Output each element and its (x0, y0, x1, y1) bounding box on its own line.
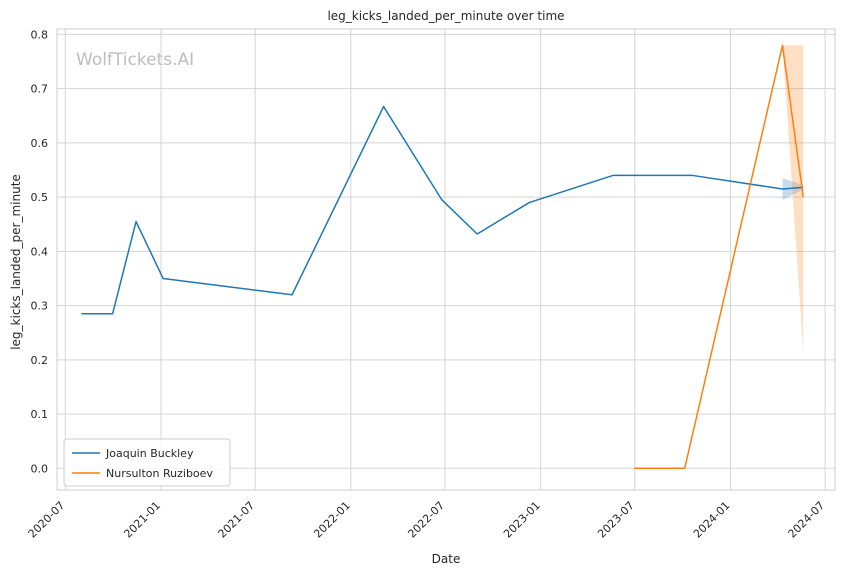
x-tick-label: 2023-01 (501, 499, 543, 541)
y-tick-label: 0.0 (31, 462, 49, 475)
x-tick-label: 2022-07 (405, 499, 447, 541)
y-tick-label: 0.4 (31, 245, 49, 258)
x-tick-label: 2024-07 (786, 499, 828, 541)
y-tick-label: 0.8 (31, 28, 49, 41)
watermark: WolfTickets.AI (76, 50, 194, 70)
legend-box (63, 438, 231, 487)
series-lines (81, 44, 805, 470)
x-tick-label: 2024-01 (691, 499, 733, 541)
x-axis-label: Date (432, 552, 461, 566)
y-tick-label: 0.6 (31, 137, 49, 150)
confidence-bands (782, 45, 804, 352)
x-tick-label: 2023-07 (595, 499, 637, 541)
y-tick-label: 0.5 (31, 191, 49, 204)
y-axis-ticks: 0.0 0.1 0.2 0.3 0.4 0.5 0.6 0.7 0.8 (31, 28, 49, 475)
y-tick-label: 0.1 (31, 408, 49, 421)
plot-area-frame (56, 28, 836, 491)
series-line-joaquin-buckley (81, 105, 804, 315)
y-axis-label: leg_kicks_landed_per_minute (9, 174, 23, 350)
chart-title: leg_kicks_landed_per_minute over time (327, 9, 564, 23)
x-tick-label: 2022-01 (311, 499, 353, 541)
legend: Joaquin Buckley Nursulton Ruziboev (63, 438, 231, 487)
y-tick-label: 0.2 (31, 354, 49, 367)
legend-label-joaquin-buckley: Joaquin Buckley (105, 447, 194, 460)
x-tick-label: 2020-07 (26, 499, 68, 541)
x-tick-label: 2021-01 (121, 499, 163, 541)
grid-lines (57, 29, 835, 490)
band-joaquin-buckley (782, 178, 804, 200)
y-tick-label: 0.3 (31, 300, 49, 313)
x-tick-label: 2021-07 (216, 499, 258, 541)
x-axis-ticks: 2020-07 2021-01 2021-07 2022-01 2022-07 2023-… (26, 499, 827, 541)
band-nursulton-ruziboev (782, 45, 804, 352)
legend-label-nursulton-ruziboev: Nursulton Ruziboev (106, 467, 213, 480)
y-tick-label: 0.7 (31, 83, 49, 96)
series-line-nursulton-ruziboev (634, 44, 805, 470)
